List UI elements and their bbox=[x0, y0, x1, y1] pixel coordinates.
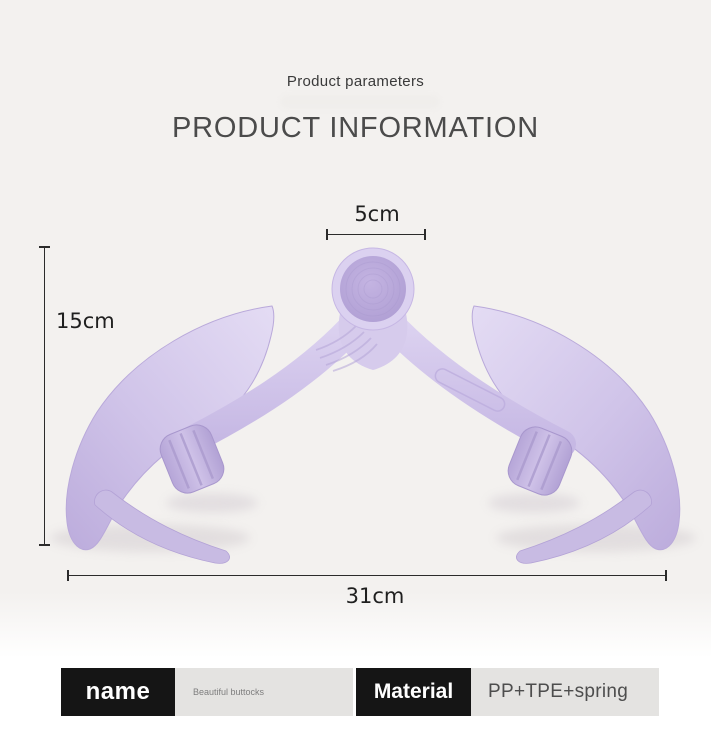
page-subtitle: Product parameters bbox=[286, 73, 425, 90]
dimension-label-bottom-width: 31cm bbox=[345, 584, 405, 608]
dimension-label-top-width: 5cm bbox=[354, 202, 400, 226]
dimension-line-side-height bbox=[39, 246, 50, 546]
dimension-line-top-width bbox=[326, 229, 426, 240]
spec-name-value: Beautiful buttocks bbox=[175, 668, 353, 716]
right-spring-barrel bbox=[507, 426, 573, 496]
arm-latch-detail bbox=[434, 368, 506, 412]
hinge-ridge-texture bbox=[315, 325, 378, 372]
dimension-line-bottom-width bbox=[67, 570, 667, 581]
center-hinge-disc bbox=[315, 247, 415, 372]
spec-table: name Beautiful buttocks Material PP+TPE+… bbox=[61, 668, 659, 716]
disc-ring-texture bbox=[345, 261, 401, 317]
spec-material-label: Material bbox=[356, 668, 471, 716]
page-title: PRODUCT INFORMATION bbox=[172, 112, 539, 144]
spec-material-value: PP+TPE+spring bbox=[471, 668, 659, 716]
faded-ghost-text bbox=[280, 95, 440, 109]
spec-name-label: name bbox=[61, 668, 175, 716]
left-spring-barrel bbox=[159, 424, 225, 494]
dimension-label-side-height: 15cm bbox=[56, 309, 115, 333]
